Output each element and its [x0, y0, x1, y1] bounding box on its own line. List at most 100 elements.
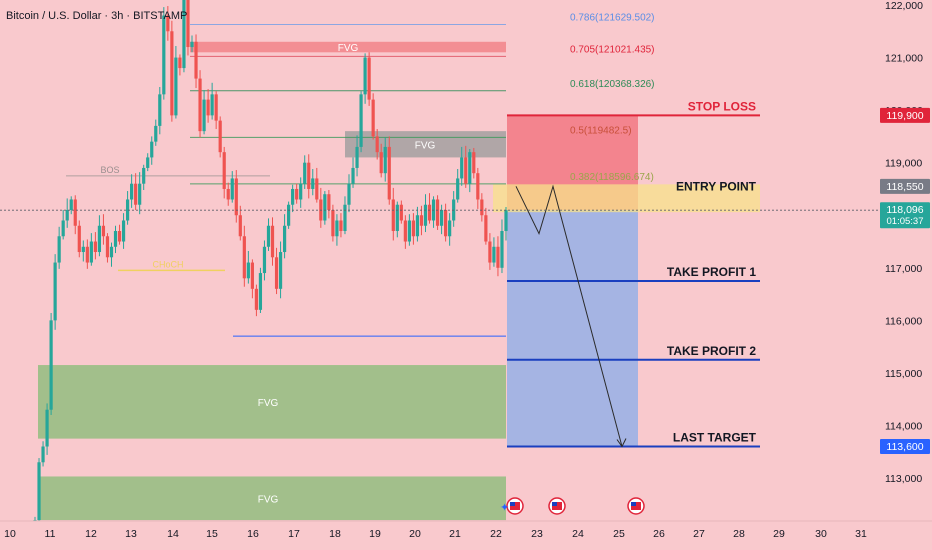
candle-body[interactable]	[355, 146, 359, 168]
candle-body[interactable]	[49, 320, 53, 410]
candle-body[interactable]	[166, 15, 170, 32]
candle-body[interactable]	[444, 209, 448, 237]
candle-body[interactable]	[291, 188, 295, 205]
candle-body[interactable]	[387, 146, 391, 200]
candle-body[interactable]	[222, 152, 226, 189]
candle-body[interactable]	[274, 257, 279, 289]
candle-body[interactable]	[287, 204, 291, 226]
candle-body[interactable]	[335, 220, 339, 237]
event-flag-icon[interactable]	[627, 497, 645, 515]
candle-body[interactable]	[234, 178, 238, 216]
candle-body[interactable]	[61, 220, 65, 237]
candle-body[interactable]	[266, 225, 271, 247]
candle-body[interactable]	[226, 188, 230, 200]
candle-body[interactable]	[146, 157, 150, 168]
candle-body[interactable]	[484, 215, 488, 242]
candle-body[interactable]	[174, 57, 178, 116]
candle-body[interactable]	[242, 236, 246, 279]
candle-body[interactable]	[423, 204, 428, 226]
candle-body[interactable]	[399, 204, 403, 221]
candle-body[interactable]	[238, 215, 242, 237]
candle-body[interactable]	[468, 152, 472, 184]
candle-body[interactable]	[282, 225, 287, 253]
candle-body[interactable]	[363, 57, 367, 95]
candle-body[interactable]	[439, 209, 444, 226]
candle-body[interactable]	[69, 199, 73, 210]
candle-body[interactable]	[379, 152, 383, 174]
candle-body[interactable]	[246, 262, 250, 279]
candle-body[interactable]	[395, 204, 399, 232]
candle-body[interactable]	[178, 57, 182, 69]
candle-body[interactable]	[134, 183, 138, 205]
candle-body[interactable]	[198, 78, 202, 132]
candle-body[interactable]	[403, 220, 407, 242]
candle-body[interactable]	[311, 178, 315, 189]
candle-body[interactable]	[270, 225, 275, 258]
candle-body[interactable]	[113, 231, 118, 247]
candle-body[interactable]	[504, 210, 508, 232]
candle-body[interactable]	[254, 288, 259, 310]
candle-body[interactable]	[480, 199, 484, 216]
candle-body[interactable]	[170, 31, 174, 116]
candle-body[interactable]	[343, 204, 347, 232]
candle-body[interactable]	[472, 152, 476, 174]
candle-body[interactable]	[214, 94, 218, 121]
event-flag-icon[interactable]	[548, 497, 566, 515]
candle-body[interactable]	[359, 94, 363, 147]
candle-body[interactable]	[307, 162, 311, 189]
candle-body[interactable]	[53, 262, 57, 321]
candle-body[interactable]	[37, 462, 41, 521]
candle-body[interactable]	[339, 220, 343, 232]
candle-body[interactable]	[210, 94, 214, 116]
candle-body[interactable]	[65, 209, 69, 221]
candle-body[interactable]	[299, 183, 303, 200]
candle-body[interactable]	[202, 99, 206, 132]
candle-body[interactable]	[190, 41, 194, 48]
candle-body[interactable]	[347, 183, 351, 205]
candle-body[interactable]	[154, 125, 158, 142]
candle-body[interactable]	[323, 194, 327, 221]
candle-body[interactable]	[45, 409, 49, 447]
candle-body[interactable]	[142, 167, 146, 184]
candle-body[interactable]	[105, 236, 110, 258]
candle-body[interactable]	[73, 199, 77, 226]
candle-body[interactable]	[351, 167, 355, 184]
candle-body[interactable]	[456, 178, 460, 200]
price-axis[interactable]	[878, 0, 932, 520]
event-flag-icon[interactable]	[506, 497, 524, 515]
candle-body[interactable]	[500, 231, 504, 268]
candle-body[interactable]	[93, 241, 97, 253]
candle-body[interactable]	[77, 225, 81, 253]
candle-body[interactable]	[138, 183, 142, 205]
candle-body[interactable]	[460, 157, 464, 179]
candle-body[interactable]	[315, 178, 319, 200]
candle-body[interactable]	[109, 246, 114, 258]
candle-body[interactable]	[411, 220, 416, 237]
candle-body[interactable]	[415, 215, 420, 237]
candle-body[interactable]	[97, 225, 102, 253]
candle-body[interactable]	[81, 246, 85, 253]
candle-body[interactable]	[496, 246, 500, 268]
candle-body[interactable]	[41, 446, 45, 463]
candle-body[interactable]	[375, 136, 379, 153]
candle-body[interactable]	[218, 120, 222, 153]
candle-body[interactable]	[117, 231, 122, 242]
candle-body[interactable]	[258, 273, 263, 310]
candle-body[interactable]	[295, 188, 299, 200]
candle-body[interactable]	[194, 41, 198, 79]
candle-body[interactable]	[492, 246, 496, 263]
candle-body[interactable]	[101, 225, 106, 237]
candle-body[interactable]	[464, 157, 468, 184]
candle-body[interactable]	[407, 220, 411, 242]
candle-body[interactable]	[371, 99, 375, 137]
candle-body[interactable]	[230, 178, 234, 200]
candle-body[interactable]	[331, 209, 335, 237]
candle-body[interactable]	[57, 236, 61, 263]
candle-body[interactable]	[158, 94, 162, 126]
candle-body[interactable]	[419, 215, 424, 226]
candle-body[interactable]	[121, 220, 126, 242]
candle-body[interactable]	[250, 262, 254, 289]
candle-body[interactable]	[262, 246, 267, 274]
